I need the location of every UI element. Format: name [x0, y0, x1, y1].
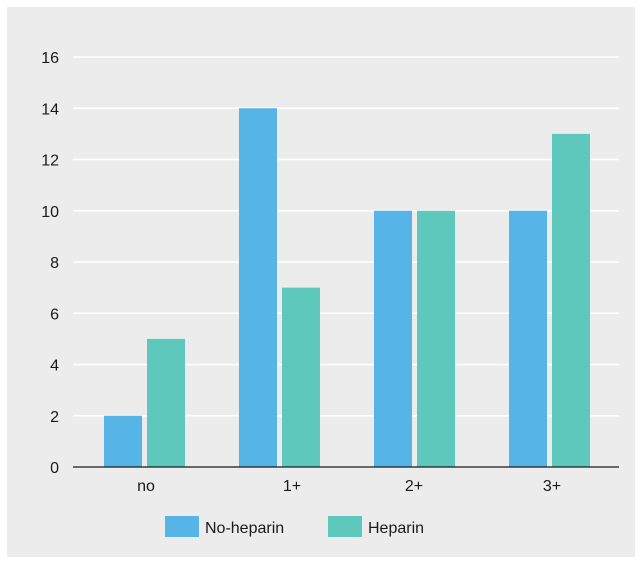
x-tick-label-3+: 3+: [543, 478, 561, 495]
y-tick-label-12: 12: [41, 153, 59, 170]
legend-label-no-heparin: No-heparin: [205, 520, 284, 537]
x-tick-label-2+: 2+: [405, 478, 423, 495]
bar-no-heparin-no: [104, 415, 142, 467]
legend-swatch-no-heparin: [165, 516, 199, 537]
bar-heparin-no: [147, 338, 185, 467]
chart-panel: 0 2 4 6 8 10 12 14 16 no 1+ 2+ 3+ No-heparin Heparin: [7, 7, 635, 557]
x-tick-label-no: no: [137, 478, 155, 495]
bar-no-heparin-3+: [509, 210, 547, 467]
bar-heparin-1+: [282, 287, 320, 467]
y-tick-label-4: 4: [50, 358, 59, 375]
y-tick-label-8: 8: [50, 255, 59, 272]
legend-label-heparin: Heparin: [368, 520, 424, 537]
bar-heparin-2+: [417, 210, 455, 467]
bar-heparin-3+: [552, 133, 590, 467]
bar-chart: 0 2 4 6 8 10 12 14 16 no 1+ 2+ 3+ No-heparin Heparin: [41, 50, 619, 537]
legend-swatch-heparin: [328, 516, 362, 537]
x-tick-label-1+: 1+: [283, 478, 301, 495]
y-tick-label-6: 6: [50, 306, 59, 323]
y-tick-label-2: 2: [50, 409, 59, 426]
y-tick-label-10: 10: [41, 204, 59, 221]
y-tick-label-16: 16: [41, 50, 59, 67]
y-tick-label-0: 0: [50, 460, 59, 477]
y-tick-label-14: 14: [41, 101, 59, 118]
bar-no-heparin-2+: [374, 210, 412, 467]
bar-no-heparin-1+: [239, 108, 277, 467]
